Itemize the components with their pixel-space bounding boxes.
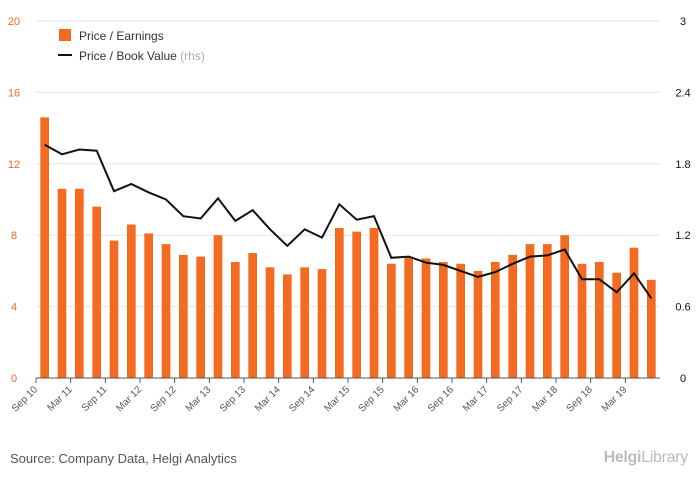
x-tick-label: Sep 18 xyxy=(565,384,595,414)
pe-bar xyxy=(473,270,483,378)
x-tick-label: Mar 14 xyxy=(253,384,283,414)
x-tick-label: Sep 16 xyxy=(426,384,456,414)
pe-bar xyxy=(352,231,361,378)
x-tick-label: Mar 18 xyxy=(530,384,560,414)
pe-bar xyxy=(647,279,656,378)
pe-bar xyxy=(525,244,535,378)
pe-bar xyxy=(127,224,136,378)
x-tick-label: Sep 11 xyxy=(80,384,110,414)
x-tick-label: Mar 17 xyxy=(461,384,491,414)
left-tick-label: 16 xyxy=(8,87,20,99)
pe-bar xyxy=(109,240,119,378)
pe-bar xyxy=(543,244,552,378)
x-axis-ticks: Sep 10 Mar 11 Sep 11 Mar 12 Sep 12 Mar 13 Sep … xyxy=(10,378,630,415)
grid-lines xyxy=(36,20,660,308)
legend-swatch-pe xyxy=(59,29,71,41)
pe-bar xyxy=(248,253,257,378)
pe-bar xyxy=(387,263,396,378)
right-tick-label: 0.6 xyxy=(675,302,690,314)
right-tick-label: 0 xyxy=(680,373,686,385)
pe-bar xyxy=(265,267,275,378)
pe-bar xyxy=(196,256,205,378)
pe-bar xyxy=(283,274,292,378)
right-axis-ticks: 0 0.6 1.2 1.8 2.4 3 xyxy=(675,16,690,385)
x-tick-label: Sep 13 xyxy=(218,384,248,414)
pe-bar xyxy=(335,228,344,378)
pe-bar xyxy=(577,263,587,378)
right-tick-label: 1.8 xyxy=(675,159,690,171)
pe-bar xyxy=(57,188,67,378)
pe-bar xyxy=(612,272,621,378)
pe-bar xyxy=(161,244,171,378)
right-tick-label: 3 xyxy=(680,16,686,28)
pe-bars xyxy=(40,117,656,378)
x-tick-label: Sep 14 xyxy=(287,384,317,414)
x-tick-label: Sep 17 xyxy=(495,384,525,414)
helgi-library-logo: HelgiLibrary xyxy=(603,449,689,466)
x-tick-label: Mar 11 xyxy=(46,384,76,414)
pe-bar xyxy=(231,261,240,378)
left-tick-label: 8 xyxy=(11,230,17,242)
pe-bar xyxy=(92,206,101,378)
x-tick-label: Mar 15 xyxy=(322,384,352,414)
pe-bar xyxy=(560,235,569,378)
right-tick-label: 1.2 xyxy=(675,230,690,242)
legend: Price / Earnings Price / Book Value (rhs… xyxy=(58,29,205,63)
pe-bar xyxy=(404,256,413,378)
pe-bar xyxy=(213,235,223,378)
pe-bar xyxy=(421,258,431,378)
left-axis-ticks: 0 4 8 12 16 20 xyxy=(8,16,20,385)
pe-bar xyxy=(439,261,448,378)
pe-bar xyxy=(300,267,309,378)
pe-bar xyxy=(491,261,500,378)
x-tick-label: Mar 16 xyxy=(392,384,422,414)
pe-bar xyxy=(369,228,379,378)
left-tick-label: 0 xyxy=(11,373,17,385)
pe-bar xyxy=(40,117,49,378)
pe-bar xyxy=(595,261,604,378)
x-tick-label: Sep 12 xyxy=(149,384,179,414)
x-tick-label: Sep 10 xyxy=(10,384,40,414)
pe-bar xyxy=(75,188,84,378)
legend-label-pbv: Price / Book Value (rhs) xyxy=(79,49,205,63)
pe-bar xyxy=(456,263,465,378)
right-tick-label: 2.4 xyxy=(675,87,690,99)
x-tick-label: Mar 12 xyxy=(114,384,144,414)
pe-bar xyxy=(629,247,639,378)
left-tick-label: 12 xyxy=(8,159,20,171)
x-tick-label: Mar 19 xyxy=(600,384,630,414)
pbv-line xyxy=(44,143,653,299)
legend-label-pe: Price / Earnings xyxy=(79,29,164,43)
source-note: Source: Company Data, Helgi Analytics xyxy=(10,451,237,466)
x-tick-label: Mar 13 xyxy=(184,384,214,414)
x-tick-label: Sep 15 xyxy=(357,384,387,414)
pe-bar xyxy=(317,269,327,378)
pe-bar xyxy=(179,254,188,378)
pe-bar xyxy=(508,254,517,378)
pe-bar xyxy=(144,233,153,378)
left-tick-label: 20 xyxy=(8,16,20,28)
left-tick-label: 4 xyxy=(11,302,17,314)
